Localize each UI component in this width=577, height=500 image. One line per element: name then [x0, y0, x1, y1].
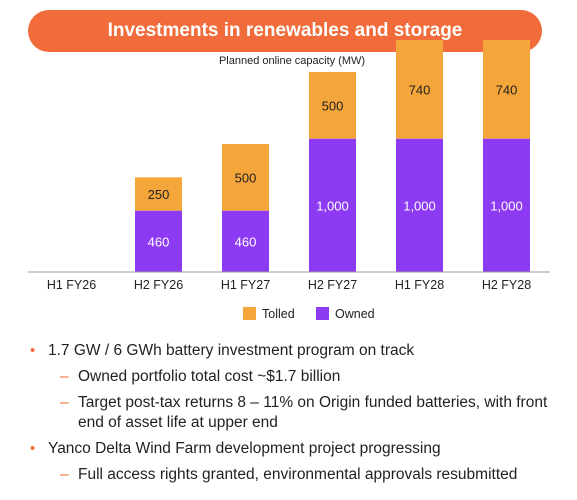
bar-owned	[135, 210, 182, 272]
dash-icon: –	[60, 466, 69, 483]
data-label: 250	[148, 187, 170, 202]
data-label: 500	[322, 98, 344, 113]
title-banner: Investments in renewables and storage	[28, 10, 542, 52]
legend-swatch-tolled	[243, 307, 256, 320]
bar-tolled	[222, 144, 269, 211]
page-title: Investments in renewables and storage	[107, 20, 463, 41]
bullet-battery-program: • 1.7 GW / 6 GWh battery investment prog…	[30, 341, 570, 361]
bullet-text: 1.7 GW / 6 GWh battery investment progra…	[48, 342, 415, 359]
bullet-dot-icon: •	[30, 440, 36, 457]
bar-owned	[483, 138, 530, 272]
data-label: 460	[148, 234, 170, 249]
bar-owned	[309, 138, 356, 272]
subbullet-text: Full access rights granted, environmenta…	[78, 466, 518, 483]
subbullet-text: Owned portfolio total cost ~$1.7 billion	[78, 368, 341, 385]
bar-owned	[222, 210, 269, 272]
bullet-yanco-delta: • Yanco Delta Wind Farm development proj…	[30, 439, 570, 459]
dash-icon: –	[60, 368, 69, 385]
subbullet-text: Target post-tax returns 8 – 11% on Origi…	[78, 394, 548, 431]
data-label: 1,000	[403, 198, 436, 213]
data-label: 500	[235, 170, 257, 185]
x-tick-label: H1 FY28	[395, 278, 444, 292]
legend-label-owned: Owned	[335, 307, 375, 321]
data-label: 740	[496, 82, 518, 97]
x-tick-label: H2 FY27	[308, 278, 357, 292]
bar-tolled	[135, 177, 182, 211]
x-tick-label: H2 FY28	[482, 278, 531, 292]
bar-tolled	[309, 72, 356, 139]
dash-icon: –	[60, 394, 69, 411]
capacity-chart: Planned online capacity (MW) H1 FY26 460 25…	[28, 40, 550, 321]
bar-owned	[396, 138, 443, 272]
data-label: 1,000	[316, 198, 349, 213]
x-tick-label: H1 FY27	[221, 278, 270, 292]
bullet-list: • 1.7 GW / 6 GWh battery investment prog…	[30, 341, 570, 491]
bullet-dot-icon: •	[30, 342, 36, 359]
subbullet-returns: – Target post-tax returns 8 – 11% on Ori…	[30, 393, 570, 433]
legend-swatch-owned	[316, 307, 329, 320]
subbullet-portfolio-cost: – Owned portfolio total cost ~$1.7 billi…	[30, 367, 570, 387]
legend-label-tolled: Tolled	[262, 307, 295, 321]
data-label: 460	[235, 234, 257, 249]
data-label: 740	[409, 82, 431, 97]
bullet-text: Yanco Delta Wind Farm development projec…	[48, 440, 441, 457]
x-tick-label: H2 FY26	[134, 278, 183, 292]
subbullet-access-rights: – Full access rights granted, environmen…	[30, 465, 570, 485]
chart-title: Planned online capacity (MW)	[219, 55, 365, 67]
bar-tolled	[396, 40, 443, 139]
x-tick-label: H1 FY26	[47, 278, 96, 292]
bar-tolled	[483, 40, 530, 139]
data-label: 1,000	[490, 198, 523, 213]
